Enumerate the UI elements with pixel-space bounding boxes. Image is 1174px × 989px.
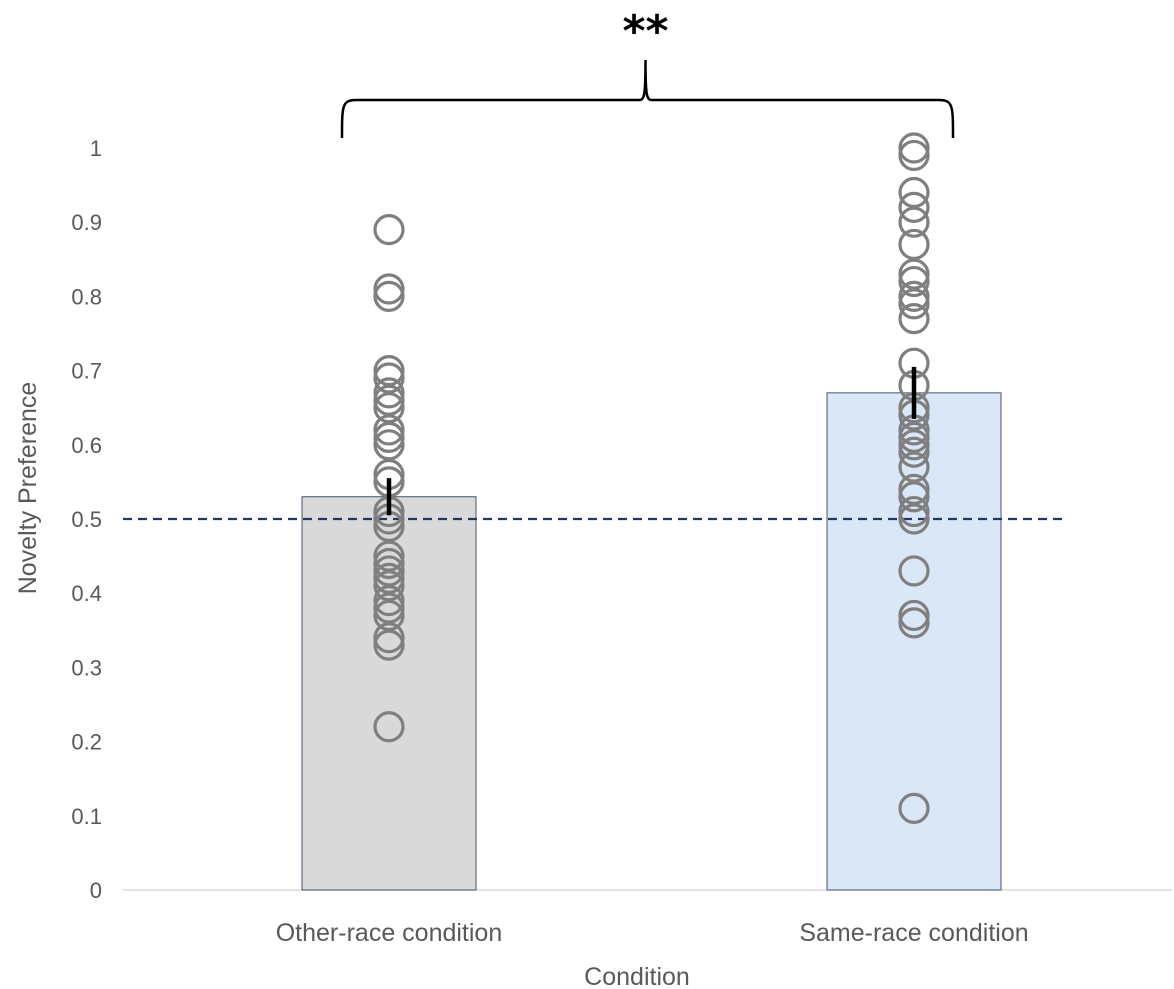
- data-point: [898, 288, 930, 320]
- significance-label: **: [622, 6, 668, 57]
- data-point: [898, 481, 930, 513]
- x-tick-label: Other-race condition: [276, 919, 503, 947]
- data-point: [898, 607, 930, 639]
- data-point: [898, 599, 930, 632]
- data-point: [373, 562, 405, 594]
- data-point: [373, 392, 405, 424]
- y-tick-label: 0.4: [71, 581, 102, 606]
- data-point: [373, 377, 405, 409]
- data-point: [373, 599, 405, 632]
- x-axis-title: Condition: [584, 963, 690, 989]
- data-point: [898, 132, 930, 164]
- data-point: [898, 191, 930, 223]
- data-point: [898, 265, 930, 298]
- data-point: [898, 473, 930, 505]
- error-bars-group: [386, 366, 917, 516]
- data-point: [898, 280, 930, 312]
- y-tick-label: 0: [90, 878, 102, 903]
- data-point: [898, 139, 930, 172]
- data-point: [373, 540, 405, 572]
- data-point: [373, 592, 405, 624]
- y-tick-label: 1: [90, 136, 102, 161]
- data-point: [373, 429, 405, 461]
- data-point: [373, 362, 405, 394]
- bars-group: Other-race condition Same-race condition: [276, 392, 1029, 947]
- data-point: [373, 414, 405, 446]
- data-point: [898, 429, 930, 461]
- significance-bracket: [340, 59, 955, 139]
- data-point: [373, 355, 405, 387]
- bar: [301, 496, 477, 891]
- y-tick-label: 0.1: [71, 804, 102, 829]
- data-point: [898, 555, 930, 587]
- y-axis-title: Novelty Preference: [14, 382, 42, 595]
- points-group: [373, 132, 930, 824]
- y-tick-label: 0.9: [71, 210, 102, 235]
- data-point: [898, 436, 930, 468]
- data-point: [373, 622, 405, 654]
- data-point: [898, 303, 930, 335]
- data-point: [373, 547, 405, 580]
- data-point: [898, 258, 930, 290]
- y-tick-label: 0.8: [71, 284, 102, 309]
- data-point: [898, 206, 930, 238]
- data-point: [373, 384, 405, 416]
- axes-group: 0 0.1 0.2 0.3 0.4 0.5 0.6 0.7 0.8 0.9 1: [71, 136, 1172, 903]
- significance-group: **: [340, 6, 955, 139]
- data-point: [373, 570, 405, 602]
- y-tick-label: 0.6: [71, 433, 102, 458]
- data-point: [898, 792, 930, 824]
- data-point: [373, 280, 405, 312]
- data-point: [373, 555, 405, 587]
- data-point: [373, 214, 405, 246]
- y-tick-label: 0.2: [71, 730, 102, 755]
- data-point: [373, 629, 405, 661]
- data-point: [898, 421, 930, 453]
- data-point: [898, 495, 930, 528]
- data-point: [898, 228, 930, 261]
- x-tick-label: Same-race condition: [799, 919, 1028, 947]
- y-tick-label: 0.5: [71, 507, 102, 532]
- y-tick-label: 0.7: [71, 359, 102, 384]
- data-point: [373, 711, 405, 743]
- data-point: [373, 273, 405, 305]
- y-tick-label: 0.3: [71, 655, 102, 680]
- data-point: [898, 503, 930, 535]
- data-point: [373, 585, 405, 617]
- data-point: [898, 451, 930, 483]
- data-point: [373, 421, 405, 453]
- data-point: [898, 176, 930, 209]
